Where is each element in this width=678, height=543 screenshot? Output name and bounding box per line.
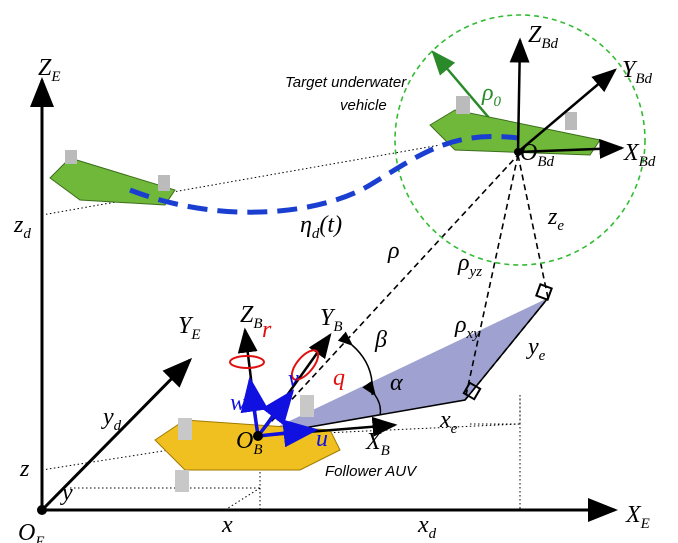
label-sub: yz: [468, 264, 483, 280]
label-sub: d: [429, 526, 437, 542]
label: ρxy: [454, 312, 480, 342]
label-sub: E: [50, 69, 60, 85]
label-main: y: [526, 334, 539, 360]
label: YE: [178, 313, 201, 343]
label-main: x: [417, 512, 429, 538]
label: z: [19, 456, 30, 482]
follower-note: Follower AUV: [325, 463, 418, 480]
label-main: α: [390, 370, 403, 396]
label-main: β: [374, 327, 387, 353]
label: XBd: [623, 140, 656, 170]
label: xe: [439, 407, 458, 437]
label-sub: E: [34, 534, 44, 543]
label: x: [221, 512, 233, 538]
vehicle-start: [50, 150, 175, 205]
label-main: O: [18, 520, 35, 543]
label-sub: B: [333, 319, 342, 335]
label-main: O: [236, 428, 253, 454]
label-main: η: [300, 212, 312, 238]
label-main: ρ: [387, 238, 400, 264]
label: YBd: [622, 57, 653, 87]
label: y: [60, 480, 73, 506]
label-main: x: [439, 407, 451, 433]
label-sub: Bd: [537, 154, 554, 170]
label-main: r: [262, 317, 272, 343]
label-sub: e: [451, 421, 458, 437]
label-main: ρ: [457, 250, 470, 276]
label: XB: [365, 429, 390, 459]
label: β: [374, 327, 387, 353]
target-note: vehicle: [340, 97, 387, 114]
label-main: q: [333, 365, 345, 391]
label-sub: 0: [494, 94, 502, 110]
label: ηd(t): [300, 212, 342, 242]
label-sub: B: [381, 443, 390, 459]
label-sub: xy: [466, 326, 481, 342]
label-main: w: [230, 390, 246, 416]
label-main: u: [316, 426, 328, 452]
label-main: X: [623, 140, 640, 166]
label-main: z: [19, 456, 30, 482]
label: OE: [18, 520, 45, 543]
label-sub: E: [190, 327, 200, 343]
label-main: X: [365, 429, 382, 455]
label-main: z: [547, 204, 558, 230]
target-note: Target underwater: [285, 74, 407, 91]
label: XE: [625, 502, 650, 532]
label-sub: e: [539, 348, 546, 364]
label-main: z: [13, 212, 24, 238]
label-main: x: [221, 512, 233, 538]
label-sub: Bd: [635, 71, 652, 87]
label-sub: B: [253, 442, 262, 458]
label-sub: d: [23, 226, 31, 242]
label: YB: [320, 305, 343, 335]
label: ZBd: [528, 22, 559, 52]
label: ρyz: [457, 250, 482, 280]
label: ZE: [38, 55, 61, 85]
label: yd: [101, 404, 122, 434]
label-main: y: [101, 404, 114, 430]
label-sub: e: [557, 218, 564, 234]
label: zd: [13, 212, 31, 242]
label-main: ρ: [481, 80, 494, 106]
label-tail: (t): [319, 212, 342, 238]
label-sub: Bd: [541, 36, 558, 52]
label: r: [262, 317, 272, 343]
label: ZB: [240, 302, 263, 332]
label: ρ0: [481, 80, 502, 110]
label: ye: [526, 334, 546, 364]
label-main: Z: [528, 22, 542, 48]
label-main: X: [625, 502, 642, 528]
label-main: O: [520, 140, 537, 166]
label-main: Z: [38, 55, 52, 81]
label: w: [230, 390, 246, 416]
label-main: Z: [240, 302, 254, 328]
label: u: [316, 426, 328, 452]
label: q: [333, 365, 345, 391]
label-sub: E: [640, 516, 650, 532]
label: ρ: [387, 238, 400, 264]
label-main: v: [288, 366, 299, 392]
label: α: [390, 370, 403, 396]
label-main: ρ: [454, 312, 467, 338]
label-main: y: [60, 480, 73, 506]
label: xd: [417, 512, 437, 542]
label-sub: Bd: [639, 154, 656, 170]
diagram: Target underwater vehicle Follower AUV Z…: [0, 0, 678, 543]
label: ze: [547, 204, 564, 234]
label: v: [288, 366, 299, 392]
label-sub: d: [114, 418, 122, 434]
